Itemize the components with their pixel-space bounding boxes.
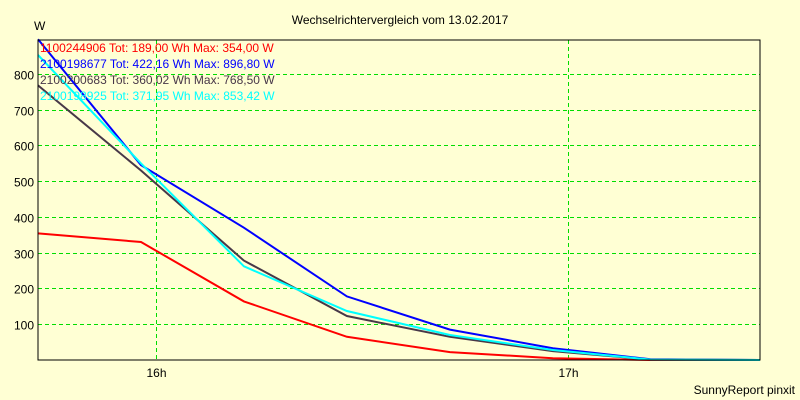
x-axis-ticks: 16h 17h <box>146 366 578 380</box>
y-tick-label: 800 <box>14 69 34 83</box>
y-axis-ticks: 100 200 300 400 500 600 700 800 <box>14 69 34 333</box>
y-tick-label: 700 <box>14 105 34 119</box>
footer-credit: SunnyReport pinxit <box>694 383 796 397</box>
series-line-2100198677 <box>37 38 761 361</box>
x-tick-label: 17h <box>558 366 578 380</box>
series-line-2100200683 <box>37 84 761 361</box>
y-tick-label: 300 <box>14 248 34 262</box>
y-tick-label: 500 <box>14 176 34 190</box>
grid <box>38 40 760 360</box>
legend-entry-2100198925: 2100198925 Tot: 371,95 Wh Max: 853,42 W <box>40 89 275 103</box>
chart-title: Wechselrichtervergleich vom 13.02.2017 <box>292 13 509 27</box>
legend-entry-2100200683: 2100200683 Tot: 360,02 Wh Max: 768,50 W <box>40 73 275 87</box>
series-line-2100198925 <box>37 54 761 361</box>
legend-entry-2100198677: 2100198677 Tot: 422,16 Wh Max: 896,80 W <box>40 57 275 71</box>
legend: 1100244906 Tot: 189,00 Wh Max: 354,00 W 2… <box>40 41 275 103</box>
y-tick-label: 600 <box>14 140 34 154</box>
y-tick-label: 400 <box>14 212 34 226</box>
y-tick-label: 100 <box>14 319 34 333</box>
x-tick-label: 16h <box>146 366 166 380</box>
y-tick-label: 200 <box>14 283 34 297</box>
series-lines <box>37 38 761 361</box>
y-axis-unit: W <box>34 19 46 33</box>
legend-entry-1100244906: 1100244906 Tot: 189,00 Wh Max: 354,00 W <box>40 41 274 55</box>
plot-frame <box>37 39 761 361</box>
series-line-1100244906 <box>37 232 760 361</box>
